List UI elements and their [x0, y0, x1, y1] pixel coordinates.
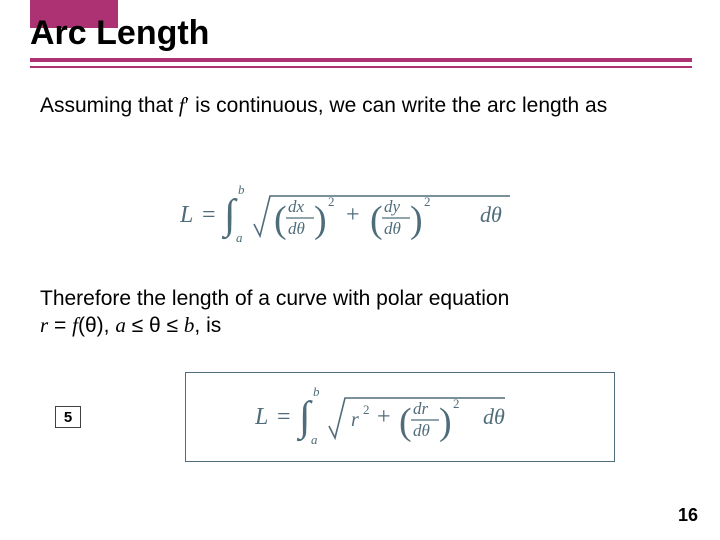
- para2-line1: Therefore the length of a curve with pol…: [40, 287, 509, 310]
- svg-text:(: (: [274, 199, 287, 241]
- para2-theta2: θ: [149, 314, 161, 337]
- para2-le1: ≤: [126, 314, 149, 337]
- svg-text:a: a: [236, 230, 243, 245]
- svg-text:(: (: [370, 199, 383, 241]
- para-2: Therefore the length of a curve with pol…: [40, 286, 680, 340]
- svg-text:L: L: [180, 202, 193, 228]
- svg-text:dθ: dθ: [483, 404, 505, 429]
- svg-text:): ): [314, 199, 327, 241]
- svg-text:+: +: [377, 404, 391, 430]
- svg-text:L: L: [255, 404, 268, 430]
- svg-text:+: +: [346, 202, 360, 228]
- para2-theta1: θ: [85, 314, 97, 337]
- equation-number-box: 5: [55, 406, 81, 428]
- para2-popen: (: [78, 314, 85, 337]
- svg-text:dθ: dθ: [384, 219, 401, 238]
- para2-b: b: [184, 313, 195, 337]
- page-number: 16: [678, 505, 698, 526]
- svg-text:b: b: [313, 384, 320, 399]
- para-1: Assuming that f′ is continuous, we can w…: [40, 92, 680, 119]
- svg-text:b: b: [238, 182, 245, 197]
- formula-2-frame: L = ∫ b a r 2 + ( dr dθ ) 2 dθ: [185, 372, 615, 462]
- svg-text:dx: dx: [288, 197, 305, 216]
- para1-post: is continuous, we can write the arc leng…: [189, 94, 607, 117]
- svg-text:): ): [410, 199, 423, 241]
- svg-text:2: 2: [363, 402, 370, 417]
- svg-text:dθ: dθ: [480, 202, 502, 227]
- svg-text:r: r: [351, 409, 359, 431]
- formula-1: L = ∫ b a ( dx dθ ) 2 + ( dy: [0, 180, 720, 255]
- svg-text:2: 2: [453, 396, 460, 411]
- page-title: Arc Length: [30, 14, 209, 53]
- svg-text:dθ: dθ: [288, 219, 305, 238]
- svg-text:2: 2: [328, 194, 335, 209]
- svg-text:a: a: [311, 432, 318, 447]
- para2-le2: ≤: [161, 314, 184, 337]
- svg-text:2: 2: [424, 194, 431, 209]
- para2-a: a: [115, 313, 126, 337]
- svg-text:=: =: [277, 404, 291, 430]
- para2-end: , is: [194, 314, 221, 337]
- para2-eq: =: [48, 314, 72, 337]
- title-underline-thick: [30, 58, 692, 62]
- para2-r: r: [40, 313, 48, 337]
- title-underline-thin: [30, 66, 692, 68]
- equation-number: 5: [64, 409, 72, 426]
- svg-text:dθ: dθ: [413, 421, 430, 440]
- svg-text:dr: dr: [413, 399, 429, 418]
- svg-text:): ): [439, 401, 452, 443]
- svg-text:dy: dy: [384, 197, 401, 216]
- svg-text:=: =: [202, 202, 216, 228]
- para2-pclose: ),: [97, 314, 116, 337]
- svg-text:(: (: [399, 401, 412, 443]
- para1-pre: Assuming that: [40, 94, 179, 117]
- formula-2: L = ∫ b a r 2 + ( dr dθ ) 2 dθ: [255, 382, 545, 452]
